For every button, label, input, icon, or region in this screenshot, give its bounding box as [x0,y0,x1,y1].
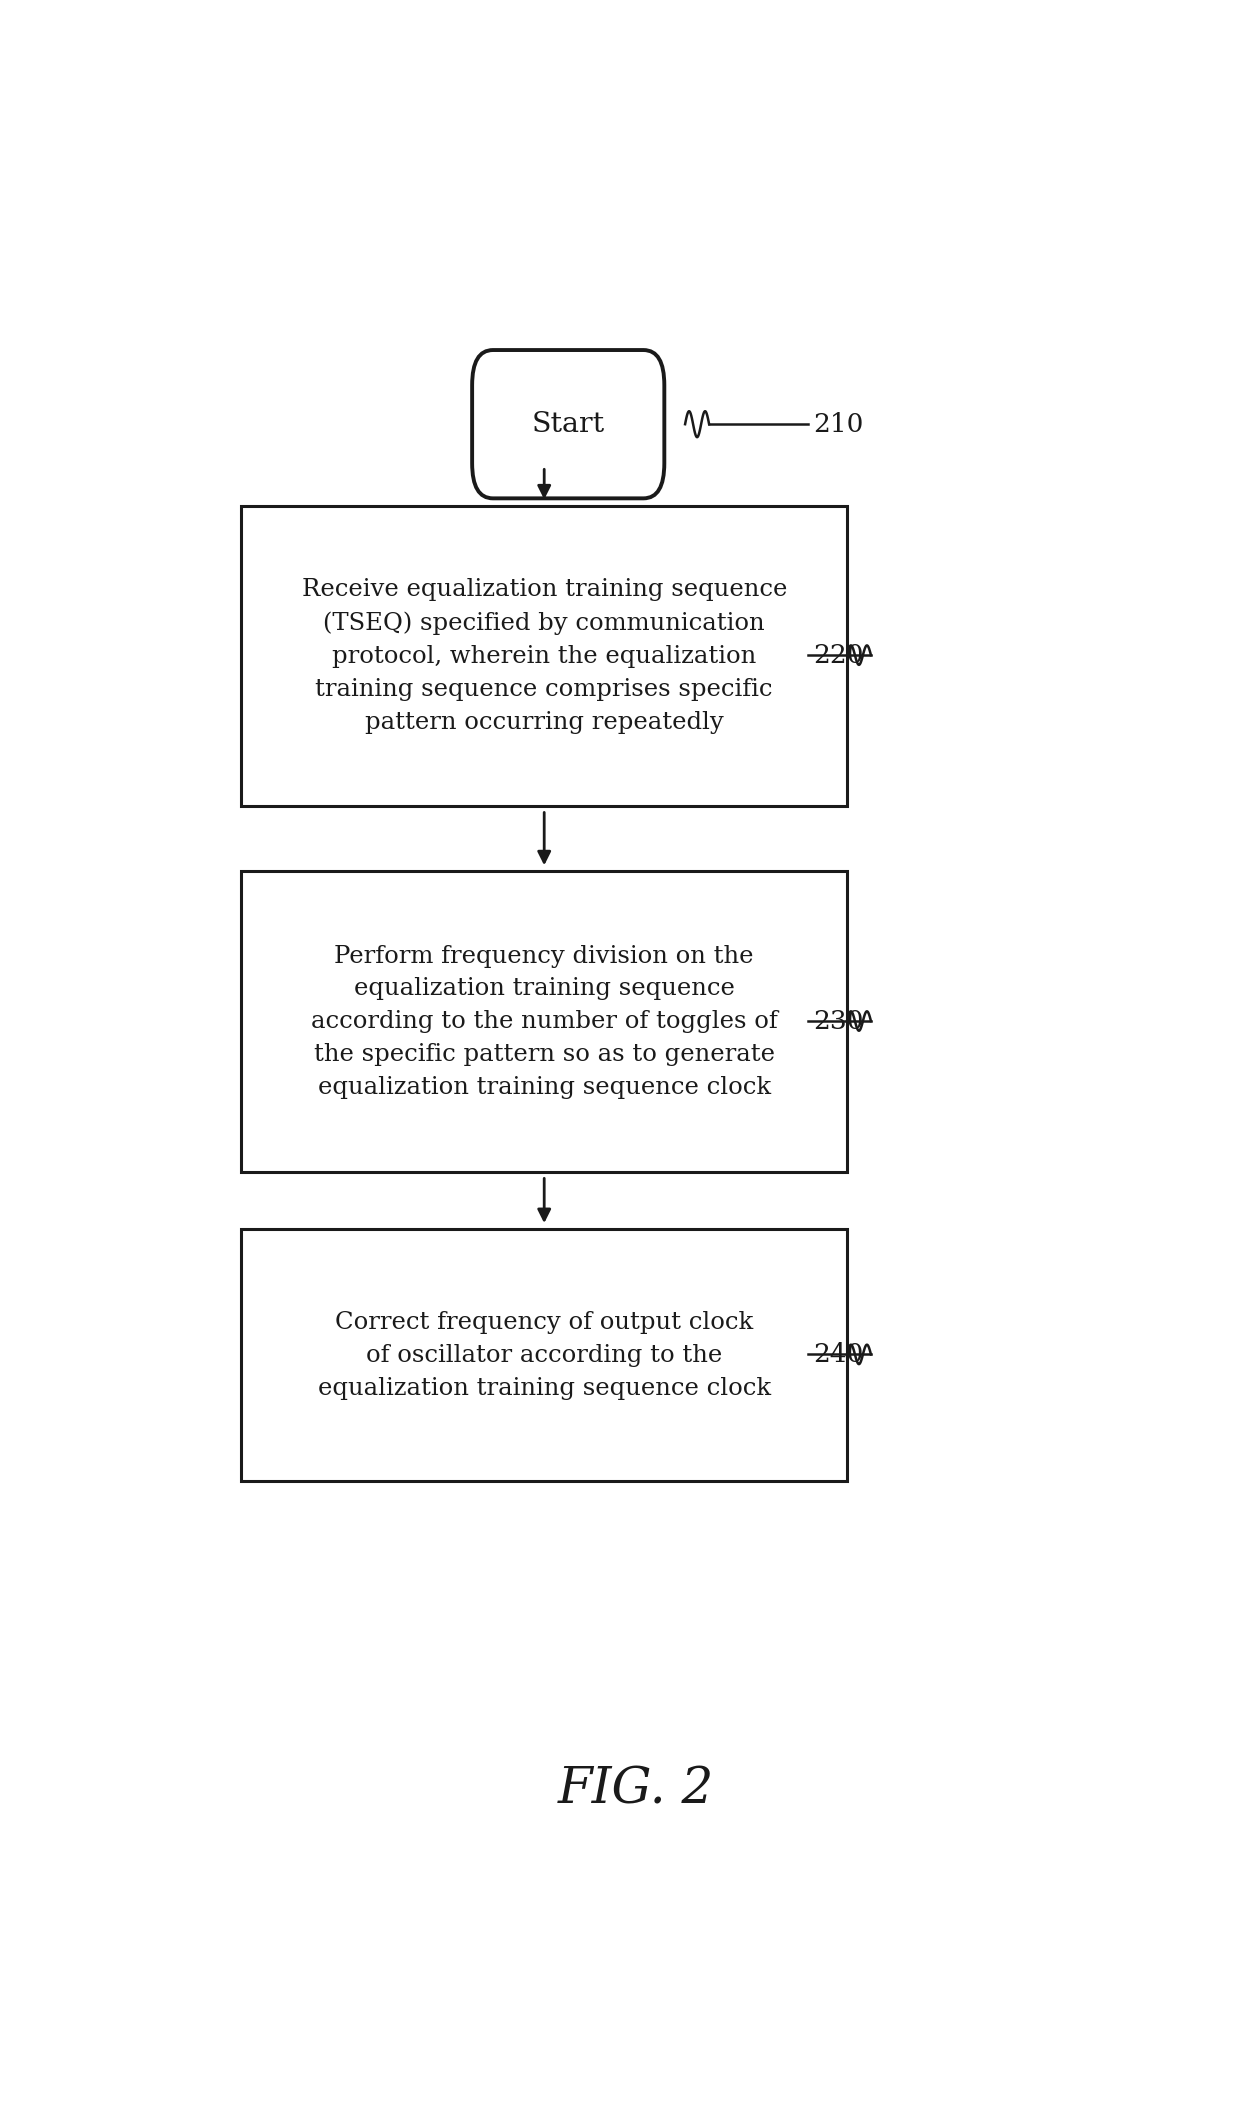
Text: Correct frequency of output clock
of oscillator according to the
equalization tr: Correct frequency of output clock of osc… [317,1312,771,1400]
FancyBboxPatch shape [242,872,847,1172]
FancyBboxPatch shape [472,351,665,498]
Text: Perform frequency division on the
equalization training sequence
according to th: Perform frequency division on the equali… [311,944,777,1098]
Text: FIG. 2: FIG. 2 [557,1766,714,1814]
Text: 240: 240 [813,1341,864,1366]
Text: Start: Start [532,410,605,437]
Text: Receive equalization training sequence
(TSEQ) specified by communication
protoco: Receive equalization training sequence (… [301,579,787,733]
Text: 210: 210 [813,412,864,437]
Text: 230: 230 [813,1010,864,1033]
FancyBboxPatch shape [242,1229,847,1481]
FancyBboxPatch shape [242,505,847,807]
Text: 220: 220 [813,642,864,667]
